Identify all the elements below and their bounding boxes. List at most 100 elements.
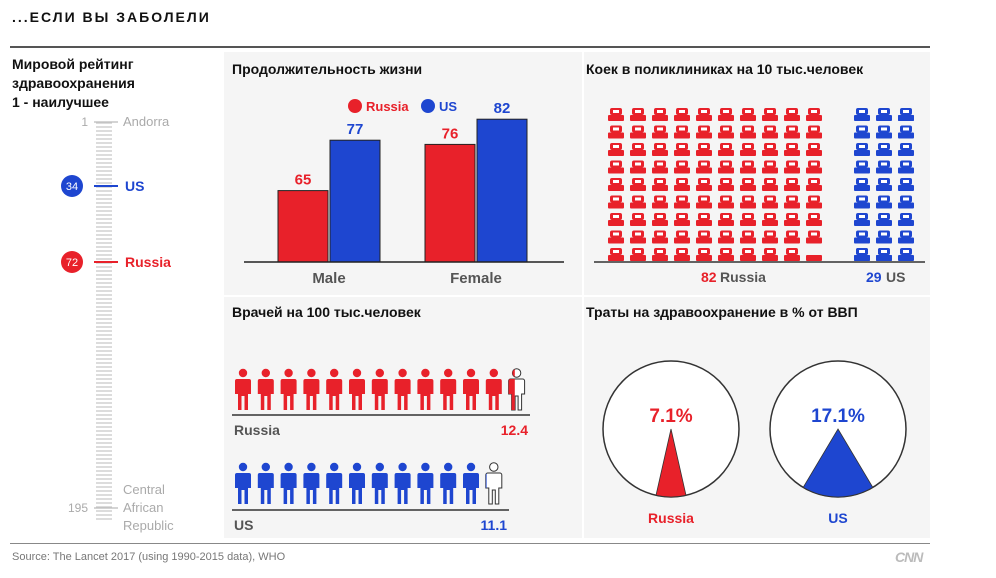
bed-icon	[674, 248, 690, 261]
bed-icon	[630, 213, 646, 226]
bed-icon	[784, 230, 800, 244]
bed-icon	[854, 248, 870, 261]
doctor-icon	[371, 368, 388, 410]
bed-icon	[762, 143, 778, 156]
bed-icon	[718, 248, 734, 261]
bed-icon	[718, 143, 734, 156]
bed-icon	[876, 178, 892, 191]
ranking-title-line: 1 - наилучшее	[12, 94, 109, 110]
ranking-bottom-name: African	[123, 500, 163, 515]
bed-icon	[696, 108, 712, 121]
doctor-icon	[349, 462, 365, 504]
doctor-icon	[235, 368, 251, 410]
bed-icon	[876, 230, 892, 244]
bed-icon	[630, 125, 646, 139]
bed-icon	[854, 195, 870, 209]
life-bar-russia-female	[424, 143, 476, 263]
doctor-icon	[280, 462, 297, 504]
bed-icon	[608, 248, 624, 261]
beds-us-label: US	[886, 269, 905, 285]
bed-icon	[674, 143, 690, 156]
bed-icon	[898, 115, 914, 121]
bed-icon	[784, 213, 800, 226]
life-value-label: 82	[494, 100, 511, 117]
life-value-label: 77	[347, 121, 364, 138]
bed-icon	[898, 125, 914, 139]
bed-icon	[740, 160, 756, 174]
beds-russia-value: 82	[701, 269, 717, 285]
bed-icon	[696, 230, 712, 244]
spending-russia-slice	[655, 428, 687, 498]
bed-icon	[784, 125, 800, 139]
bed-icon	[608, 195, 624, 209]
bed-icon	[854, 125, 870, 139]
ranking-russia-rank: 72	[66, 257, 78, 269]
bed-icon	[718, 108, 734, 121]
bed-icon	[740, 213, 756, 226]
doctor-icon	[371, 462, 388, 504]
ranking-russia-badge	[61, 251, 83, 273]
bed-icon	[630, 248, 646, 261]
bed-icon	[806, 143, 822, 156]
life-bar-us-female	[476, 118, 528, 263]
bed-icon	[784, 248, 800, 261]
page-header: ...ЕСЛИ ВЫ ЗАБОЛЕЛИ	[12, 9, 211, 25]
bed-icon	[898, 195, 914, 209]
bed-icon	[674, 125, 690, 139]
ranking-us-rank: 34	[66, 181, 78, 193]
bed-icon	[652, 160, 668, 174]
bed-icon	[696, 248, 712, 261]
doctor-icon	[463, 462, 479, 504]
ranking-us-name: US	[125, 178, 144, 194]
bed-icon	[806, 195, 822, 209]
life-value-label: 76	[442, 125, 459, 142]
bed-icon	[696, 160, 712, 174]
bed-icon	[630, 178, 646, 191]
ranking-top-name: Andorra	[123, 114, 170, 129]
bed-icon	[806, 178, 822, 191]
bed-icon	[762, 108, 778, 121]
beds-chart: 82 Russia 29 US	[594, 108, 925, 285]
bed-icon	[718, 195, 734, 209]
bed-icon	[762, 248, 778, 261]
legend-us-label: US	[439, 99, 457, 114]
doctor-icon	[508, 368, 526, 411]
doctor-icon	[326, 462, 343, 504]
bed-icon	[784, 160, 800, 174]
bed-icon	[740, 195, 756, 209]
bed-icon	[762, 230, 778, 244]
doctor-icon	[440, 368, 457, 410]
beds-russia-label: Russia	[720, 269, 766, 285]
bed-icon	[876, 143, 892, 156]
bed-icon	[784, 178, 800, 191]
bed-icon	[806, 160, 822, 174]
doctor-icon	[417, 368, 434, 410]
bed-icon	[898, 178, 914, 191]
bed-icon	[608, 160, 624, 174]
bed-icon	[674, 213, 690, 226]
doctors-chart: Russia 12.4 US 11.1	[232, 368, 530, 533]
spending-russia-label: Russia	[648, 510, 694, 526]
spending-russia-value: 7.1%	[649, 406, 692, 427]
bed-icon	[806, 255, 822, 261]
doctor-icon	[303, 368, 320, 410]
bed-icon	[740, 125, 756, 139]
doctor-icon	[417, 462, 434, 504]
bed-icon	[898, 213, 914, 226]
bed-icon	[696, 178, 712, 191]
legend-russia-marker	[348, 99, 362, 113]
bed-icon	[740, 143, 756, 156]
top-rule	[10, 46, 930, 48]
bed-icon	[718, 213, 734, 226]
bed-icon	[630, 143, 646, 156]
doctor-icon	[280, 368, 297, 410]
bed-icon	[674, 160, 690, 174]
bed-icon	[696, 213, 712, 226]
doctor-icon	[257, 368, 274, 410]
bed-icon	[740, 108, 756, 121]
bed-icon	[784, 195, 800, 209]
bed-icon	[652, 143, 668, 156]
bed-icon	[652, 195, 668, 209]
legend-us-marker	[421, 99, 435, 113]
spending-chart: 7.1% Russia 17.1% US	[602, 360, 907, 526]
